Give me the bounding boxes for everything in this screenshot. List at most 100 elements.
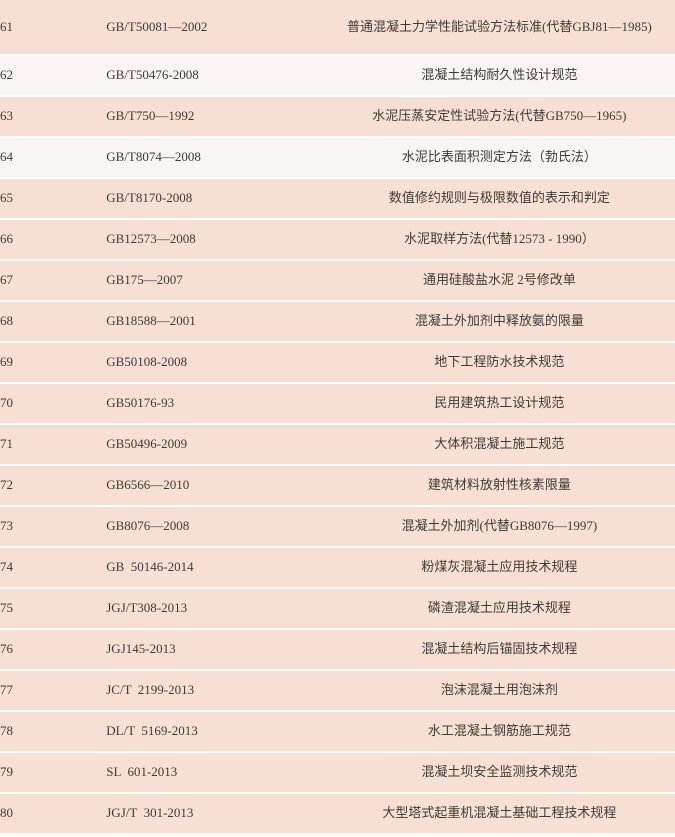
- table-row[interactable]: 74 GB 50146-2014 粉煤灰混凝土应用技术规程: [0, 547, 675, 589]
- standard-code-cell: DL/T 5169-2013: [106, 711, 324, 753]
- standard-title-cell: 普通混凝土力学性能试验方法标准(代替GBJ81—1985): [323, 0, 675, 56]
- row-index-cell: 63: [0, 96, 107, 138]
- standard-code-cell: GB8076—2008: [106, 506, 324, 548]
- row-index-cell: 71: [0, 424, 107, 466]
- standard-title-cell: 数值修约规则与极限数值的表示和判定: [323, 178, 675, 220]
- standard-title-cell: 水工混凝土钢筋施工规范: [323, 711, 675, 753]
- standard-code-cell: GB/T8074—2008: [106, 137, 324, 179]
- row-index-cell: 61: [0, 0, 107, 56]
- standard-code-cell: GB/T50081—2002: [106, 0, 324, 56]
- standard-title-cell: 建筑材料放射性核素限量: [323, 465, 675, 507]
- standard-code-cell: GB50496-2009: [106, 424, 324, 466]
- standard-title-text: 粉煤灰混凝土应用技术规程: [421, 559, 578, 575]
- standard-code-cell: JGJ/T308-2013: [106, 588, 324, 630]
- row-index-cell: 72: [0, 465, 107, 507]
- standard-title-text: 混凝土结构后锚固技术规程: [421, 641, 578, 657]
- standard-title-cell: 混凝土外加剂(代替GB8076—1997): [323, 506, 675, 548]
- table-row[interactable]: 68 GB18588—2001 混凝土外加剂中释放氨的限量: [0, 301, 675, 343]
- table-row[interactable]: 75 JGJ/T308-2013 磷渣混凝土应用技术规程: [0, 588, 675, 630]
- standard-title-cell: 水泥比表面积测定方法（勃氏法）: [323, 137, 675, 179]
- standard-title-cell: 民用建筑热工设计规范: [323, 383, 675, 425]
- standard-code-cell: GB175—2007: [106, 260, 324, 302]
- row-index-cell: 70: [0, 383, 107, 425]
- standard-code-cell: SL 601-2013: [106, 752, 324, 794]
- table-row[interactable]: 65 GB/T8170-2008 数值修约规则与极限数值的表示和判定: [0, 178, 675, 220]
- standard-title-text: 混凝土结构耐久性设计规范: [421, 67, 578, 83]
- standard-title-cell: 水泥压蒸安定性试验方法(代替GB750—1965): [323, 96, 675, 138]
- standard-title-text: 水泥取样方法(代替12573 - 1990）: [404, 231, 595, 247]
- standard-title-cell: 磷渣混凝土应用技术规程: [323, 588, 675, 630]
- standard-title-cell: 混凝土坝安全监测技术规范: [323, 752, 675, 794]
- standard-code-cell: GB18588—2001: [106, 301, 324, 343]
- standard-title-text: 水泥比表面积测定方法（勃氏法）: [401, 149, 597, 165]
- standard-code-cell: GB50108-2008: [106, 342, 324, 384]
- standard-title-cell: 混凝土结构后锚固技术规程: [323, 629, 675, 671]
- standard-code-cell: JGJ/T 301-2013: [106, 793, 324, 835]
- standard-title-text: 数值修约规则与极限数值的表示和判定: [388, 190, 610, 206]
- table-row[interactable]: 79 SL 601-2013 混凝土坝安全监测技术规范: [0, 752, 675, 794]
- standard-title-text: 水工混凝土钢筋施工规范: [427, 723, 571, 739]
- standard-code-cell: GB6566—2010: [106, 465, 324, 507]
- standard-title-cell: 混凝土结构耐久性设计规范: [323, 55, 675, 97]
- table-row[interactable]: 77 JC/T 2199-2013 泡沫混凝土用泡沫剂: [0, 670, 675, 712]
- row-index-cell: 76: [0, 629, 107, 671]
- standard-title-text: 建筑材料放射性核素限量: [427, 477, 571, 493]
- standard-title-cell: 地下工程防水技术规范: [323, 342, 675, 384]
- standard-title-text: 通用硅酸盐水泥 2号修改单: [423, 272, 576, 288]
- table-row[interactable]: 66 GB12573—2008 水泥取样方法(代替12573 - 1990）: [0, 219, 675, 261]
- standard-code-cell: GB/T50476-2008: [106, 55, 324, 97]
- standard-title-cell: 粉煤灰混凝土应用技术规程: [323, 547, 675, 589]
- standard-title-text: 泡沫混凝土用泡沫剂: [440, 682, 558, 698]
- standard-title-cell: 水泥取样方法(代替12573 - 1990）: [323, 219, 675, 261]
- table-row[interactable]: 78 DL/T 5169-2013 水工混凝土钢筋施工规范: [0, 711, 675, 753]
- standard-code-cell: GB12573—2008: [106, 219, 324, 261]
- table-row[interactable]: 70 GB50176-93 民用建筑热工设计规范: [0, 383, 675, 425]
- row-index-cell: 68: [0, 301, 107, 343]
- table-row[interactable]: 73 GB8076—2008 混凝土外加剂(代替GB8076—1997): [0, 506, 675, 548]
- table-row[interactable]: 76 JGJ145-2013 混凝土结构后锚固技术规程: [0, 629, 675, 671]
- table-row[interactable]: 69 GB50108-2008 地下工程防水技术规范: [0, 342, 675, 384]
- row-index-cell: 65: [0, 178, 107, 220]
- standard-title-cell: 大型塔式起重机混凝土基础工程技术规程: [323, 793, 675, 835]
- standard-code-cell: GB/T750—1992: [106, 96, 324, 138]
- table-row[interactable]: 62 GB/T50476-2008 混凝土结构耐久性设计规范: [0, 55, 675, 97]
- standard-title-text: 混凝土外加剂(代替GB8076—1997): [401, 518, 598, 534]
- standard-code-cell: JGJ145-2013: [106, 629, 324, 671]
- row-index-cell: 69: [0, 342, 107, 384]
- standard-title-cell: 混凝土外加剂中释放氨的限量: [323, 301, 675, 343]
- standard-title-text: 混凝土坝安全监测技术规范: [421, 764, 578, 780]
- standard-code-cell: GB50176-93: [106, 383, 324, 425]
- row-index-cell: 74: [0, 547, 107, 589]
- row-index-cell: 73: [0, 506, 107, 548]
- table-row[interactable]: 64 GB/T8074—2008 水泥比表面积测定方法（勃氏法）: [0, 137, 675, 179]
- table-row[interactable]: 80 JGJ/T 301-2013 大型塔式起重机混凝土基础工程技术规程: [0, 793, 675, 835]
- table-row[interactable]: 61 GB/T50081—2002 普通混凝土力学性能试验方法标准(代替GBJ81—…: [0, 0, 675, 56]
- row-index-cell: 77: [0, 670, 107, 712]
- standard-title-cell: 泡沫混凝土用泡沫剂: [323, 670, 675, 712]
- standard-title-cell: 通用硅酸盐水泥 2号修改单: [323, 260, 675, 302]
- row-index-cell: 80: [0, 793, 107, 835]
- table-row[interactable]: 72 GB6566—2010 建筑材料放射性核素限量: [0, 465, 675, 507]
- row-index-cell: 66: [0, 219, 107, 261]
- row-index-cell: 75: [0, 588, 107, 630]
- standard-code-cell: GB 50146-2014: [106, 547, 324, 589]
- standard-code-cell: GB/T8170-2008: [106, 178, 324, 220]
- table-row[interactable]: 71 GB50496-2009 大体积混凝土施工规范: [0, 424, 675, 466]
- table-row[interactable]: 63 GB/T750—1992 水泥压蒸安定性试验方法(代替GB750—1965): [0, 96, 675, 138]
- standard-title-text: 大体积混凝土施工规范: [434, 436, 565, 452]
- table-row[interactable]: 67 GB175—2007 通用硅酸盐水泥 2号修改单: [0, 260, 675, 302]
- standard-title-cell: 大体积混凝土施工规范: [323, 424, 675, 466]
- row-index-cell: 67: [0, 260, 107, 302]
- row-index-cell: 64: [0, 137, 107, 179]
- standard-title-text: 地下工程防水技术规范: [434, 354, 565, 370]
- row-index-cell: 62: [0, 55, 107, 97]
- row-index-cell: 79: [0, 752, 107, 794]
- standard-title-text: 混凝土外加剂中释放氨的限量: [414, 313, 584, 329]
- row-index-cell: 78: [0, 711, 107, 753]
- standard-title-text: 普通混凝土力学性能试验方法标准(代替GBJ81—1985): [347, 18, 652, 34]
- standard-title-text: 民用建筑热工设计规范: [434, 395, 565, 411]
- standard-code-cell: JC/T 2199-2013: [106, 670, 324, 712]
- standard-title-text: 磷渣混凝土应用技术规程: [427, 600, 571, 616]
